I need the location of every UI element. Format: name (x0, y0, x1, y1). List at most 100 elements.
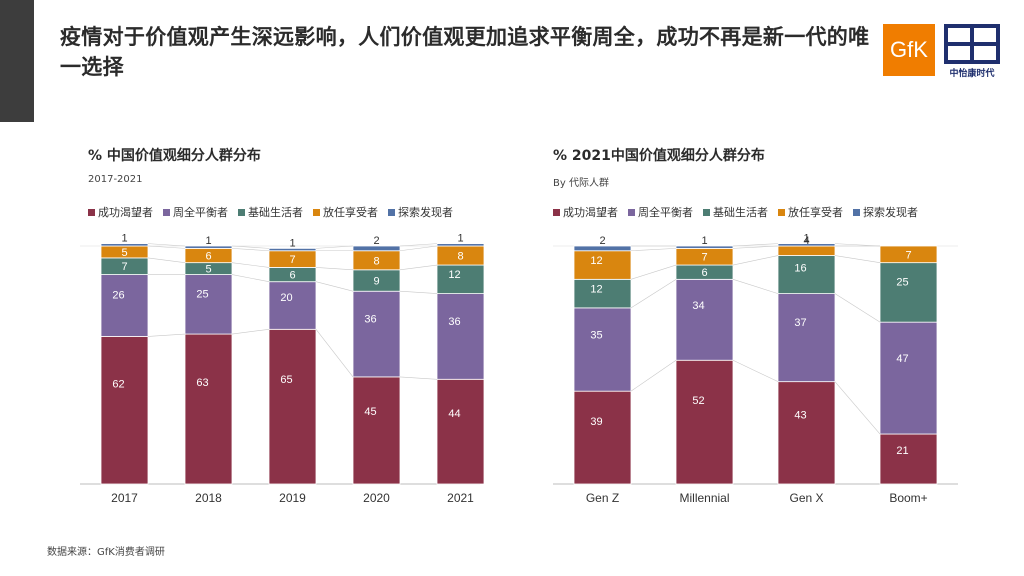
connector-line (630, 264, 677, 280)
legend-item: 成功渴望者 (553, 204, 618, 220)
data-label: 65 (280, 374, 292, 386)
page-title: 疫情对于价值观产生深远影响，人们价值观更加追求平衡周全，成功不再是新一代的唯一选… (60, 25, 870, 79)
legend-swatch (853, 208, 860, 216)
legend-swatch (553, 208, 560, 216)
connector-line (630, 359, 677, 392)
legend-label: 成功渴望者 (98, 206, 153, 219)
legend-label: 基础生活者 (248, 206, 303, 219)
bar-segment-2-2 (777, 255, 836, 295)
data-label: 12 (590, 255, 602, 267)
connector-line (147, 245, 186, 249)
data-label: 36 (364, 314, 376, 326)
connector-line (399, 243, 438, 247)
data-label: 6 (289, 270, 295, 282)
data-label: 25 (896, 277, 908, 289)
chart1-plot: 6226751201763255612018652067120194536982… (80, 233, 485, 505)
bar-segment-4-2 (436, 264, 485, 295)
bar-segment-2-4 (268, 247, 317, 252)
legend-item: 周全平衡者 (628, 204, 693, 220)
data-label: 4 (803, 235, 809, 247)
connector-line (399, 376, 438, 380)
bar-segment-4-4 (436, 243, 485, 247)
connector-line (147, 333, 186, 337)
connector-line (834, 293, 881, 323)
legend-label: 成功渴望者 (563, 206, 618, 219)
bar-segment-1-1 (184, 274, 233, 335)
bar-segment-0-1 (573, 307, 632, 392)
chart1-title: % 中国价值观细分人群分布 (88, 148, 261, 164)
connector-line (399, 245, 438, 252)
connector-line (231, 245, 270, 249)
x-tick-label: Gen Z (586, 491, 619, 505)
connector-line (231, 274, 270, 282)
cmm-logo (944, 24, 1000, 64)
legend-item: 放任享受者 (778, 204, 843, 220)
bar-segment-0-3 (573, 250, 632, 280)
data-label: 1 (121, 233, 127, 245)
bar-segment-3-2 (879, 262, 938, 323)
x-tick-label: Millennial (679, 491, 729, 505)
legend-swatch (313, 208, 320, 216)
data-label: 62 (112, 379, 124, 391)
connector-line (231, 248, 270, 252)
bar-segment-3-0 (352, 376, 401, 485)
data-label: 5 (121, 247, 127, 259)
data-label: 1 (205, 235, 211, 247)
connector-line (630, 248, 677, 252)
data-label: 47 (896, 353, 908, 365)
data-label: 7 (701, 252, 707, 264)
connector-line (834, 255, 881, 263)
connector-line (315, 281, 354, 292)
source-note: 数据来源：GfK消费者调研 (47, 547, 165, 558)
connector-line (834, 381, 881, 435)
bar-segment-4-1 (436, 293, 485, 380)
data-label: 16 (794, 263, 806, 275)
data-label: 26 (112, 289, 124, 301)
chart1-subtitle: 2017-2021 (88, 174, 143, 185)
legend-item: 成功渴望者 (88, 204, 153, 220)
legend-item: 周全平衡者 (163, 204, 228, 220)
bar-segment-3-0 (879, 433, 938, 485)
connector-line (732, 245, 779, 249)
bar-segment-3-1 (879, 321, 938, 435)
bar-segment-3-3 (879, 245, 938, 264)
data-label: 5 (205, 264, 211, 276)
data-label: 8 (457, 251, 463, 263)
chart2-legend: 成功渴望者 周全平衡者 基础生活者 放任享受者 探索发现者 (553, 204, 918, 220)
bar-segment-1-4 (184, 245, 233, 249)
connector-line (732, 255, 779, 266)
data-label: 39 (590, 416, 602, 428)
bar-segment-3-4 (352, 245, 401, 252)
bar-segment-1-0 (675, 359, 734, 485)
data-label: 45 (364, 406, 376, 418)
connector-line (834, 243, 881, 247)
data-label: 35 (590, 330, 602, 342)
legend-item: 放任享受者 (313, 204, 378, 220)
data-label: 1 (701, 235, 707, 247)
data-label: 6 (205, 251, 211, 263)
chart2-title: % 2021中国价值观细分人群分布 (553, 148, 765, 164)
accent-bar (0, 0, 34, 122)
legend-swatch (238, 208, 245, 216)
bar-segment-2-3 (777, 245, 836, 256)
legend-label: 放任享受者 (788, 206, 843, 219)
connector-line (315, 245, 354, 249)
x-tick-label: 2021 (447, 491, 474, 505)
connector-line (231, 329, 270, 335)
legend-item: 基础生活者 (703, 204, 768, 220)
connector-line (630, 279, 677, 309)
connector-line (399, 290, 438, 294)
data-label: 52 (692, 395, 704, 407)
legend-swatch (163, 208, 170, 216)
legend-swatch (88, 208, 95, 216)
data-label: 2 (373, 235, 379, 247)
data-label: 7 (121, 261, 127, 273)
connector-line (231, 262, 270, 268)
data-label: 12 (448, 269, 460, 281)
data-label: 1 (289, 237, 295, 249)
bar-segment-0-4 (100, 243, 149, 247)
x-tick-label: 2017 (111, 491, 138, 505)
legend-item: 探索发现者 (853, 204, 918, 220)
data-label: 9 (373, 276, 379, 288)
